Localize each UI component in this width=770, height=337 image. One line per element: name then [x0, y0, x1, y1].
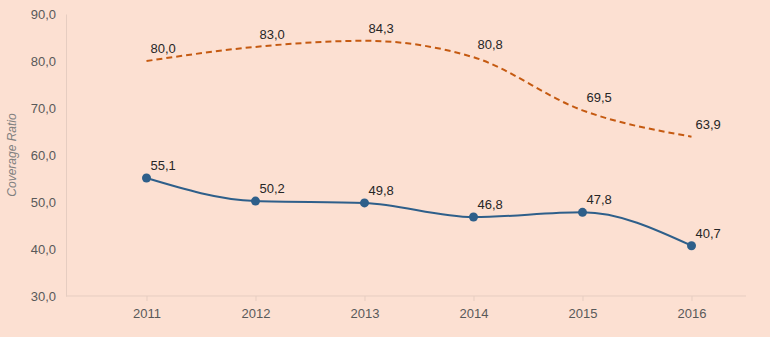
x-tick: 2012 [242, 296, 271, 321]
data-label: 40,7 [696, 226, 721, 241]
data-label: 50,2 [260, 181, 285, 196]
y-tick-label: 50,0 [31, 195, 56, 210]
y-tick: 70,0 [31, 101, 66, 116]
data-label: 83,0 [260, 27, 285, 42]
x-tick: 2014 [460, 296, 489, 321]
x-tick-mark [474, 296, 475, 301]
x-tick: 2013 [351, 296, 380, 321]
y-tick-label: 60,0 [31, 148, 56, 163]
x-tick-label: 2013 [351, 306, 380, 321]
x-tick: 2016 [678, 296, 707, 321]
y-tick-label: 90,0 [31, 7, 56, 22]
data-label: 46,8 [478, 197, 503, 212]
x-tick-label: 2011 [133, 306, 161, 321]
y-axis: 30,0 40,0 50,0 60,0 70,0 80,0 90,0 [31, 7, 67, 304]
x-tick-mark [692, 296, 693, 301]
series-marker [687, 241, 696, 250]
y-tick: 30,0 [31, 289, 66, 304]
series-line [147, 178, 692, 246]
data-label: 55,1 [151, 158, 176, 173]
x-axis-line [66, 296, 746, 297]
x-tick-mark [256, 296, 257, 301]
y-tick: 90,0 [31, 7, 66, 22]
x-tick-mark [583, 296, 584, 301]
series-marker [142, 174, 151, 183]
data-labels: 80,0 83,0 84,3 80,8 69,5 63,9 55,1 50,2 49,8 46,8… [151, 21, 721, 241]
x-tick-label: 2015 [569, 306, 598, 321]
data-label: 84,3 [369, 21, 394, 36]
x-tick-label: 2012 [242, 306, 271, 321]
x-tick-label: 2016 [678, 306, 707, 321]
x-tick: 2015 [569, 296, 598, 321]
x-tick-mark [147, 296, 148, 301]
y-tick: 60,0 [31, 148, 66, 163]
series-marker [251, 197, 260, 206]
y-tick-label: 70,0 [31, 101, 56, 116]
y-axis-line [66, 15, 67, 297]
data-label: 80,0 [151, 41, 176, 56]
series-marker [578, 208, 587, 217]
y-tick-label: 30,0 [31, 289, 56, 304]
y-axis-title: Coverage Ratio [5, 113, 19, 197]
y-tick: 80,0 [31, 54, 66, 69]
data-label: 47,8 [587, 192, 612, 207]
series-line [147, 41, 692, 137]
data-label: 63,9 [696, 117, 721, 132]
x-tick: 2011 [133, 296, 161, 321]
y-tick-label: 80,0 [31, 54, 56, 69]
data-label: 80,8 [478, 37, 503, 52]
y-tick-label: 40,0 [31, 242, 56, 257]
data-label: 69,5 [587, 90, 612, 105]
x-tick-label: 2014 [460, 306, 489, 321]
data-label: 49,8 [369, 183, 394, 198]
x-axis: 2011 2012 2013 2014 2015 2016 [66, 296, 746, 321]
chart: 30,0 40,0 50,0 60,0 70,0 80,0 90,0 2011 2012 2013… [0, 0, 770, 337]
y-tick: 50,0 [31, 195, 66, 210]
series-marker [469, 213, 478, 222]
series-marker [360, 198, 369, 207]
plot-area [142, 41, 696, 250]
y-tick: 40,0 [31, 242, 66, 257]
x-tick-mark [365, 296, 366, 301]
